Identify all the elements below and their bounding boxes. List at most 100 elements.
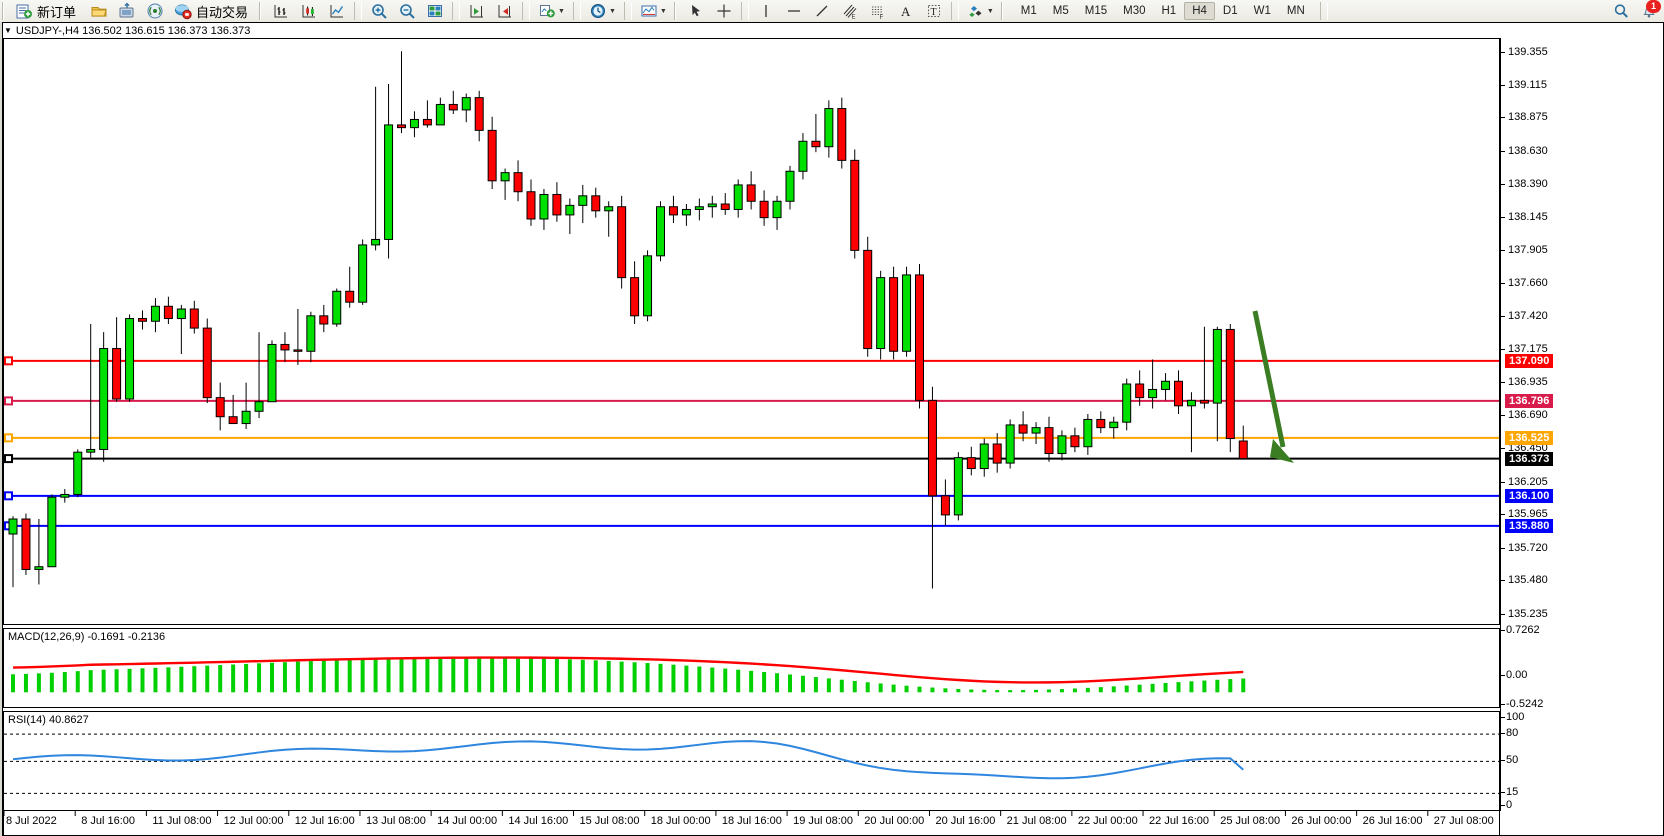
timeframe-h4[interactable]: H4 <box>1184 2 1215 20</box>
chevron-down-icon[interactable]: ▼ <box>558 7 565 15</box>
price-level-label[interactable]: 135.880 <box>1505 518 1554 533</box>
price-level-label[interactable]: 137.090 <box>1505 353 1554 368</box>
timeframe-h1[interactable]: H1 <box>1161 5 1177 17</box>
candle-body <box>461 97 471 111</box>
toolbar-grip-4[interactable] <box>1000 2 1005 20</box>
grid-button[interactable] <box>422 0 448 22</box>
equidistant-channel-button[interactable]: E <box>837 0 863 22</box>
notifications-bell-icon[interactable]: 1 <box>1640 0 1661 20</box>
time-axis-label: 14 Jul 16:00 <box>508 815 568 827</box>
timeframe-d1[interactable]: D1 <box>1222 5 1238 17</box>
toolbar-grip-2[interactable] <box>259 2 264 20</box>
candle-body <box>150 305 160 322</box>
text-label-button[interactable]: T <box>921 0 947 22</box>
rsi-pane[interactable]: RSI(14) 40.8627 <box>3 711 1500 811</box>
price-level-label[interactable]: 136.525 <box>1505 430 1554 445</box>
time-axis-ticks: 8 Jul 2022 8 Jul 16:00 11 Jul 08:00 12 Jul … <box>3 811 1494 827</box>
toolbar-separator-2 <box>452 2 461 20</box>
price-tick-label: 136.205 <box>1508 475 1548 488</box>
candle-body <box>1005 424 1015 464</box>
time-axis-label: 11 Jul 08:00 <box>152 815 211 827</box>
time-axis-label: 18 Jul 16:00 <box>722 815 782 827</box>
candle-body <box>254 401 264 412</box>
candle-body <box>1083 418 1093 448</box>
crosshair-button[interactable] <box>711 0 737 22</box>
text-button[interactable]: A <box>893 0 919 22</box>
zoom-in-button[interactable] <box>366 0 392 22</box>
price-tick <box>1500 183 1505 185</box>
candle-body <box>397 124 406 129</box>
indicator-tick <box>1500 716 1505 718</box>
time-axis-label: 20 Jul 16:00 <box>935 815 995 827</box>
rsi-legend: RSI(14) 40.8627 <box>8 714 89 726</box>
price-tick-label: 135.480 <box>1508 574 1548 587</box>
new-order-button[interactable]: 新订单 <box>11 0 84 22</box>
candle-body <box>850 159 860 251</box>
price-level-label[interactable]: 136.373 <box>1505 451 1554 466</box>
price-tick <box>1500 580 1505 582</box>
candlestick-chart-button[interactable] <box>296 0 322 22</box>
price-level-label[interactable]: 136.100 <box>1505 488 1554 503</box>
time-axis-label: 8 Jul 16:00 <box>81 815 135 827</box>
timeframe-w1[interactable]: W1 <box>1253 5 1271 17</box>
templates-button[interactable]: ▼ <box>636 0 671 22</box>
magnifier-icon[interactable] <box>1612 2 1630 20</box>
candle-body <box>824 108 834 148</box>
shift-chart-button[interactable] <box>464 0 490 22</box>
toolbar-separator-5 <box>623 2 632 20</box>
add-indicator-button[interactable]: ▼ <box>534 0 569 22</box>
svg-text:T: T <box>930 7 936 18</box>
chevron-down-icon-2[interactable]: ▼ <box>608 7 616 15</box>
timeframe-m5[interactable]: M5 <box>1052 5 1069 17</box>
zoom-out-button[interactable] <box>394 0 420 22</box>
toolbar-separator-3 <box>522 2 531 20</box>
price-tick-label: 138.630 <box>1508 144 1548 157</box>
timeframe-m1[interactable]: M1 <box>1020 5 1037 17</box>
candle-body <box>513 172 523 193</box>
indicator-tick <box>1500 792 1505 794</box>
bar-chart-button[interactable] <box>268 0 294 22</box>
timeframe-m30[interactable]: M30 <box>1123 5 1146 17</box>
symbol-info-bar[interactable]: ▼ USDJPY-,H4 136.502 136.615 136.373 136… <box>4 24 250 37</box>
price-tick <box>1500 315 1505 317</box>
candle-body <box>565 204 575 216</box>
price-pane[interactable] <box>3 38 1500 625</box>
publish-button[interactable] <box>114 0 140 22</box>
toolbar-grip[interactable] <box>2 2 6 20</box>
text-icon: A <box>897 2 915 20</box>
vertical-line-button[interactable] <box>753 0 779 22</box>
price-axis-line <box>1500 38 1501 811</box>
time-axis[interactable]: 8 Jul 2022 8 Jul 16:00 11 Jul 08:00 12 Jul … <box>3 811 1500 835</box>
price-scale[interactable]: 139.355 139.115 138.875 138.630 138.390 138.1… <box>1500 38 1660 811</box>
price-tick <box>1500 415 1505 417</box>
horizontal-line-button[interactable] <box>781 0 807 22</box>
period-button[interactable]: ▼ <box>585 0 620 22</box>
price-tick <box>1500 51 1505 53</box>
price-tick-label: 138.390 <box>1508 177 1548 190</box>
price-tick <box>1500 613 1505 615</box>
trendline-button[interactable] <box>809 0 835 22</box>
rsi-scale-80: 80 <box>1506 727 1519 740</box>
folder-button[interactable] <box>86 0 112 22</box>
chart-dropdown-icon[interactable]: ▼ <box>4 26 12 35</box>
chevron-down-icon-3[interactable]: ▼ <box>659 7 667 15</box>
autotrading-button[interactable]: 自动交易 <box>170 0 256 22</box>
time-axis-label: 19 Jul 08:00 <box>793 815 853 827</box>
signals-button[interactable] <box>142 0 168 22</box>
line-chart-button[interactable] <box>324 0 350 22</box>
timeframe-mn[interactable]: MN <box>1286 5 1305 17</box>
chevron-down-icon-4[interactable]: ▼ <box>986 7 994 15</box>
toolbar-grip-3[interactable] <box>673 2 678 20</box>
new-order-label: 新订单 <box>37 4 77 20</box>
auto-scroll-button[interactable] <box>492 0 518 22</box>
folder-icon <box>90 2 108 20</box>
candle-body <box>293 349 303 352</box>
cursor-button[interactable] <box>683 0 709 22</box>
objects-button[interactable]: ▼ <box>963 0 998 22</box>
macd-pane[interactable]: MACD(12,26,9) -0.1691 -0.2136 <box>3 628 1500 708</box>
candle-body <box>915 274 924 401</box>
candle-body <box>487 129 497 182</box>
timeframe-m15[interactable]: M15 <box>1084 5 1108 17</box>
price-level-label[interactable]: 136.796 <box>1505 393 1554 408</box>
fibonacci-button[interactable]: F <box>865 0 891 22</box>
